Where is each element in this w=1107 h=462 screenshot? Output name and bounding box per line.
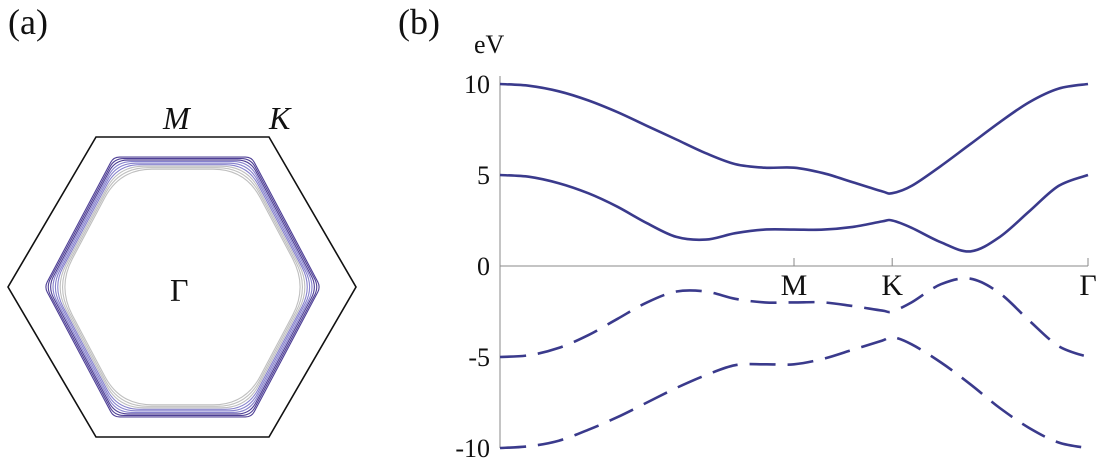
valence-band-line-4 bbox=[499, 335, 1089, 450]
brillouin-zone-hexagon bbox=[7, 136, 357, 438]
y-tick-label: -10 bbox=[455, 434, 490, 462]
point-label-K: K bbox=[268, 100, 292, 136]
panel-a: (a) M K Γ bbox=[7, 2, 357, 438]
x-kpoint-label: K bbox=[881, 269, 903, 302]
fermi-contour-line bbox=[54, 162, 311, 412]
valence-band-line-3 bbox=[499, 277, 1089, 359]
band-series bbox=[499, 82, 1089, 450]
fermi-contour-line bbox=[64, 168, 301, 406]
conduction-band-line-2 bbox=[499, 173, 1089, 253]
y-tick-label: 5 bbox=[477, 161, 490, 190]
panel-a-label: (a) bbox=[8, 2, 48, 42]
fermi-contour-line bbox=[57, 164, 308, 410]
conduction-band-line-1 bbox=[499, 82, 1089, 195]
x-kpoint-label: Γ bbox=[1079, 269, 1096, 302]
point-label-M: M bbox=[162, 100, 192, 136]
fermi-contour-line bbox=[62, 167, 303, 407]
fermi-contour-line bbox=[59, 165, 306, 409]
y-tick-label: 10 bbox=[464, 70, 490, 99]
band-axes: 10 5 0 -5 -10 M K Γ bbox=[455, 70, 1096, 462]
y-axis-unit-label: eV bbox=[474, 30, 505, 59]
point-label-gamma: Γ bbox=[170, 272, 189, 308]
fermi-contour-line bbox=[52, 161, 313, 413]
x-kpoint-label: M bbox=[781, 269, 808, 302]
fermi-contour-line bbox=[50, 159, 315, 415]
y-tick-label: -5 bbox=[468, 343, 490, 372]
fermi-contours bbox=[45, 156, 320, 418]
panel-b-label: (b) bbox=[398, 2, 440, 42]
fermi-contour-line bbox=[45, 156, 320, 418]
y-tick-label: 0 bbox=[477, 252, 490, 281]
panel-b: (b) eV 10 5 0 -5 -10 M K Γ bbox=[398, 2, 1097, 462]
fermi-contour-line bbox=[47, 158, 318, 416]
